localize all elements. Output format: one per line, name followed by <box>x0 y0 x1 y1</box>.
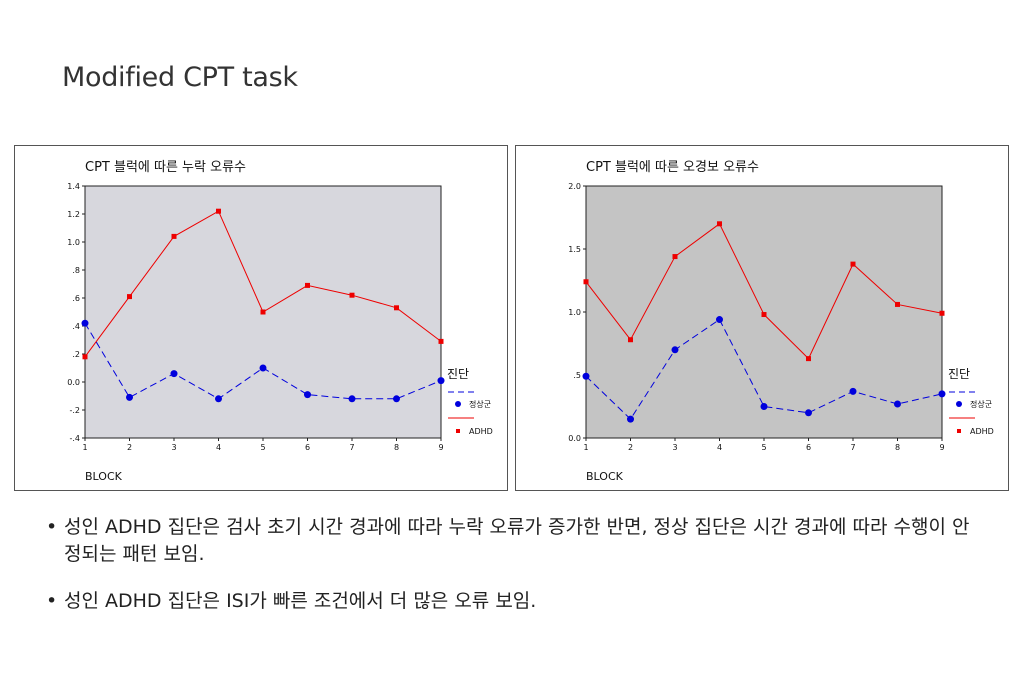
x-tick-label: 7 <box>850 443 855 452</box>
y-tick-label: 1.2 <box>67 210 80 219</box>
data-point-normal <box>938 390 946 398</box>
x-tick-label: 2 <box>628 443 633 452</box>
data-point-adhd <box>349 292 355 298</box>
data-point-normal <box>170 370 178 378</box>
data-point-normal <box>582 372 590 380</box>
x-tick-label: 2 <box>127 443 132 452</box>
data-point-adhd <box>394 305 399 311</box>
data-point-normal <box>627 415 634 423</box>
x-tick-label: 1 <box>82 443 87 452</box>
data-point-normal <box>126 393 133 401</box>
data-point-adhd <box>305 282 310 288</box>
data-point-adhd <box>717 221 722 227</box>
x-tick-label: 5 <box>761 443 766 452</box>
legend-marker-adhd <box>957 429 961 433</box>
data-point-adhd <box>216 208 221 214</box>
data-point-normal <box>393 395 400 403</box>
y-tick-label: 1.4 <box>67 182 80 191</box>
false-alarm-error-chart: CPT 블럭에 따른 오경보 오류수 0.0 .5 1.0 1.5 2.0 1 2 3 4 5 6 7 8… <box>568 160 994 483</box>
y-tick-label: -.2 <box>69 406 80 415</box>
x-tick-label: 6 <box>806 443 811 452</box>
x-tick-label: 9 <box>939 443 944 452</box>
legend-label-normal: 정상군 <box>970 399 992 409</box>
bullet-dot: • <box>46 590 58 612</box>
data-point-adhd <box>850 261 856 267</box>
data-point-adhd <box>583 279 589 285</box>
data-point-adhd <box>127 294 132 300</box>
bullet-text: 성인 ADHD 집단은 검사 초기 시간 경과에 따라 누락 오류가 증가한 반… <box>64 516 970 565</box>
y-tick-label: .2 <box>72 350 80 359</box>
bullet-item: • 성인 ADHD 집단은 ISI가 빠른 조건에서 더 많은 오류 보임. <box>46 588 986 615</box>
x-axis-label: BLOCK <box>586 470 624 483</box>
legend-label-normal: 정상군 <box>469 399 491 409</box>
bullet-dot: • <box>46 516 58 538</box>
data-point-normal <box>716 316 723 324</box>
data-point-adhd <box>438 338 444 344</box>
chart-panel-false-alarm: CPT 블럭에 따른 오경보 오류수 0.0 .5 1.0 1.5 2.0 1 2 3 4 5 6 7 8… <box>515 145 1009 491</box>
data-point-adhd <box>761 312 767 318</box>
y-tick-label: 1.5 <box>568 245 581 254</box>
legend-label-adhd: ADHD <box>970 427 994 436</box>
data-point-normal <box>259 364 267 372</box>
x-tick-label: 1 <box>583 443 588 452</box>
bullet-list: • 성인 ADHD 집단은 검사 초기 시간 경과에 따라 누락 오류가 증가한… <box>46 514 986 635</box>
chart-title: CPT 블럭에 따른 오경보 오류수 <box>586 160 759 175</box>
data-point-normal <box>894 400 901 408</box>
y-tick-label: .4 <box>72 322 80 331</box>
data-point-adhd <box>260 309 266 315</box>
data-point-normal <box>348 395 356 403</box>
x-tick-label: 8 <box>394 443 399 452</box>
data-point-adhd <box>82 354 88 360</box>
data-point-normal <box>304 391 311 399</box>
legend-marker-normal <box>455 401 461 407</box>
x-tick-label: 6 <box>305 443 310 452</box>
x-tick-label: 4 <box>216 443 221 452</box>
y-tick-label: .5 <box>573 371 581 380</box>
y-tick-label: 1.0 <box>568 308 581 317</box>
y-tick-label: 2.0 <box>568 182 581 191</box>
x-axis-label: BLOCK <box>85 470 123 483</box>
legend-marker-adhd <box>456 429 460 433</box>
x-tick-label: 3 <box>171 443 176 452</box>
omission-error-chart: CPT 블럭에 따른 누락 오류수 -.4 -.2 0.0 .2 .4 .6 .8 1.0 1.2… <box>67 160 493 483</box>
y-tick-label: -.4 <box>69 434 80 443</box>
data-point-normal <box>81 319 89 327</box>
y-tick-label: 0.0 <box>568 434 581 443</box>
y-tick-label: .6 <box>72 294 80 303</box>
y-tick-label: 0.0 <box>67 378 80 387</box>
data-point-normal <box>215 395 222 403</box>
x-tick-label: 4 <box>717 443 722 452</box>
data-point-adhd <box>672 254 678 260</box>
legend-title: 진단 <box>447 367 469 381</box>
x-tick-label: 5 <box>260 443 265 452</box>
chart-panel-omission: CPT 블럭에 따른 누락 오류수 -.4 -.2 0.0 .2 .4 .6 .8 1.0 1.2… <box>14 145 508 491</box>
legend-marker-normal <box>956 401 962 407</box>
legend-label-adhd: ADHD <box>469 427 493 436</box>
data-point-normal <box>849 387 857 395</box>
data-point-adhd <box>171 233 177 239</box>
bullet-item: • 성인 ADHD 집단은 검사 초기 시간 경과에 따라 누락 오류가 증가한… <box>46 514 986 568</box>
data-point-adhd <box>939 310 945 316</box>
data-point-adhd <box>628 337 633 343</box>
data-point-normal <box>805 409 812 417</box>
slide-title: Modified CPT task <box>62 62 298 93</box>
x-tick-label: 7 <box>349 443 354 452</box>
data-point-adhd <box>895 301 900 307</box>
chart-title: CPT 블럭에 따른 누락 오류수 <box>85 160 246 175</box>
data-point-normal <box>437 377 445 385</box>
x-tick-label: 8 <box>895 443 900 452</box>
data-point-normal <box>671 346 679 354</box>
y-tick-label: .8 <box>72 266 80 275</box>
plot-area <box>585 185 943 439</box>
legend-title: 진단 <box>948 367 970 381</box>
y-tick-label: 1.0 <box>67 238 80 247</box>
data-point-adhd <box>806 356 811 362</box>
series-line-normal <box>585 318 943 420</box>
bullet-text: 성인 ADHD 집단은 ISI가 빠른 조건에서 더 많은 오류 보임. <box>64 590 537 612</box>
x-tick-label: 3 <box>672 443 677 452</box>
data-point-normal <box>760 403 768 410</box>
x-tick-label: 9 <box>438 443 443 452</box>
